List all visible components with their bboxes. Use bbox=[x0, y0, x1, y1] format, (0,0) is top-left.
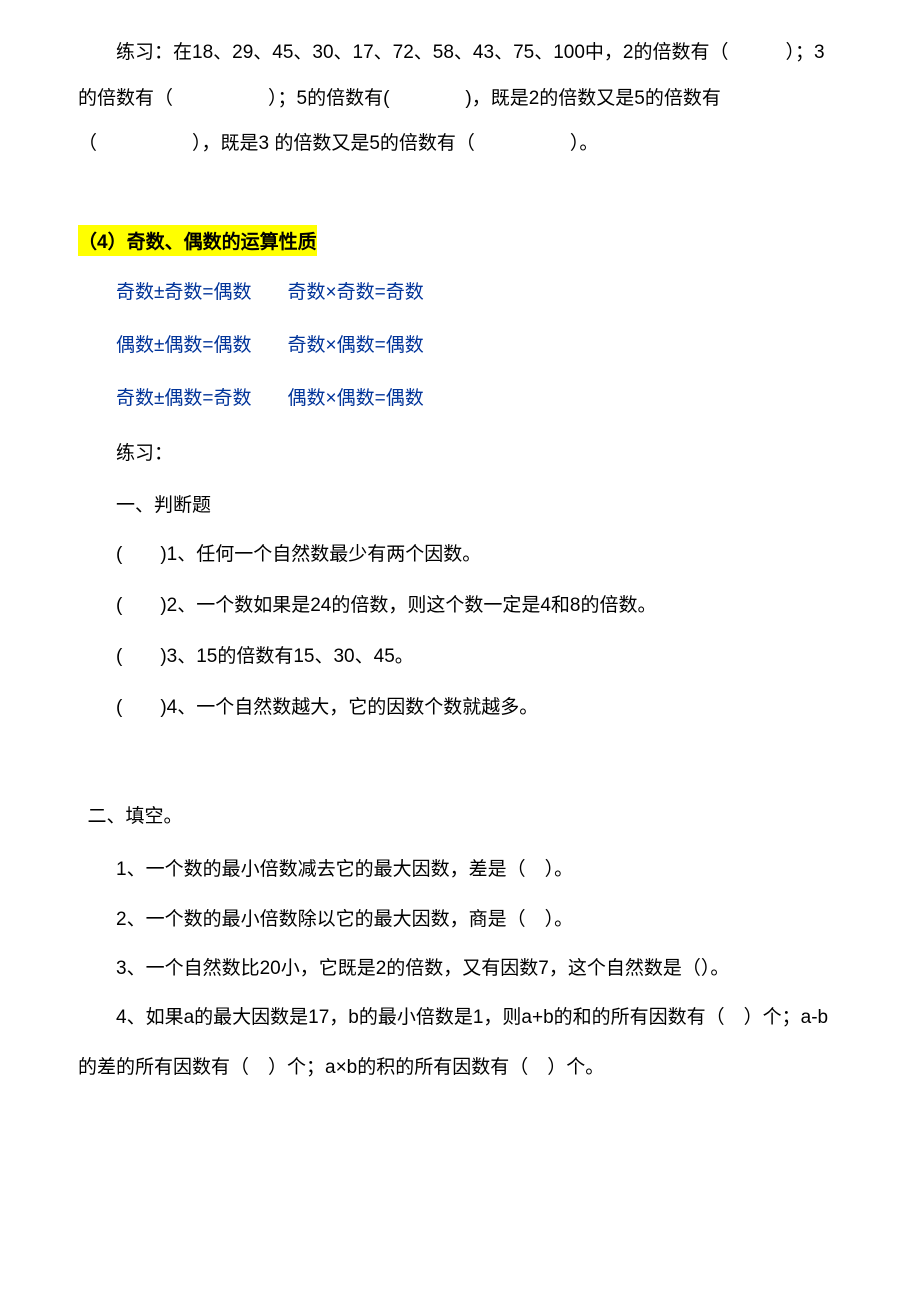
rule-1-left: 奇数±奇数=偶数 bbox=[116, 282, 252, 303]
fill-item-2: 2、一个数的最小倍数除以它的最大因数，商是（ ）。 bbox=[78, 895, 842, 944]
fill-item-3: 3、一个自然数比20小，它既是2的倍数，又有因数7，这个自然数是（）。 bbox=[78, 944, 842, 993]
fill-heading: 二、填空。 bbox=[78, 794, 842, 840]
practice-label: 练习： bbox=[78, 431, 842, 477]
rule-3-left: 奇数±偶数=奇数 bbox=[116, 388, 252, 409]
rule-2-right: 奇数×偶数=偶数 bbox=[288, 335, 424, 356]
judge-heading: 一、判断题 bbox=[78, 483, 842, 529]
rule-2-left: 偶数±偶数=偶数 bbox=[116, 335, 252, 356]
rule-row-1: 奇数±奇数=偶数 奇数×奇数=奇数 bbox=[78, 266, 842, 319]
fill-item-4: 4、如果a的最大因数是17，b的最小倍数是1，则a+b的和的所有因数有（ ）个；… bbox=[78, 993, 842, 1092]
section-heading-wrapper: （4）奇数、偶数的运算性质 bbox=[78, 197, 842, 266]
judge-item-1: ( )1、任何一个自然数最少有两个因数。 bbox=[78, 529, 842, 580]
judge-item-4: ( )4、一个自然数越大，它的因数个数就越多。 bbox=[78, 682, 842, 733]
rule-1-right: 奇数×奇数=奇数 bbox=[288, 282, 424, 303]
fill-item-1: 1、一个数的最小倍数减去它的最大因数，差是（ ）。 bbox=[78, 845, 842, 894]
document-page: 练习：在18、29、45、30、17、72、58、43、75、100中，2的倍数… bbox=[0, 0, 920, 1132]
exercise-intro: 练习：在18、29、45、30、17、72、58、43、75、100中，2的倍数… bbox=[78, 30, 842, 167]
rule-3-right: 偶数×偶数=偶数 bbox=[288, 388, 424, 409]
rule-row-3: 奇数±偶数=奇数 偶数×偶数=偶数 bbox=[78, 372, 842, 425]
judge-item-2: ( )2、一个数如果是24的倍数，则这个数一定是4和8的倍数。 bbox=[78, 580, 842, 631]
rule-row-2: 偶数±偶数=偶数 奇数×偶数=偶数 bbox=[78, 319, 842, 372]
judge-item-3: ( )3、15的倍数有15、30、45。 bbox=[78, 631, 842, 682]
section-heading: （4）奇数、偶数的运算性质 bbox=[78, 225, 317, 256]
